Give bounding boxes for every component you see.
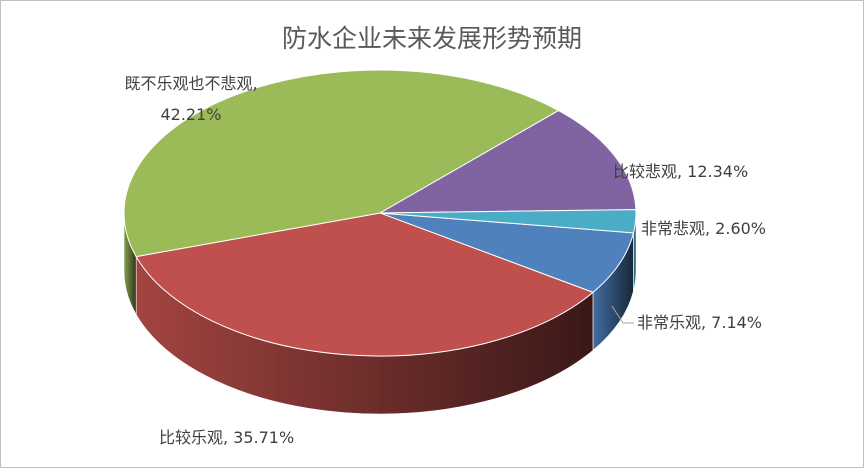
slice: 比较乐观 xyxy=(135,212,594,357)
slice: 比较悲观 xyxy=(378,109,637,214)
leader-line xyxy=(611,305,634,324)
data-label: 非常乐观, 7.14% xyxy=(637,313,763,332)
data-label: 比较悲观, 12.34% xyxy=(613,162,749,181)
slice: 非常乐观 xyxy=(379,212,635,293)
data-label: 既不乐观也不悲观, 42.21% xyxy=(124,74,258,124)
data-label: 非常悲观, 2.60% xyxy=(641,219,767,238)
slice: 既不乐观也不悲观 xyxy=(123,69,560,258)
data-label: 比较乐观, 35.71% xyxy=(159,428,295,447)
chart-title: 防水企业未来发展形势预期 xyxy=(281,24,582,53)
slice: 非常悲观 xyxy=(379,209,637,234)
